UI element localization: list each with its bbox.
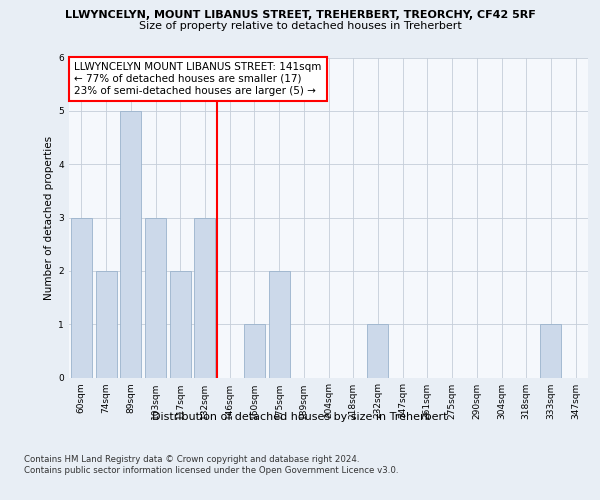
Bar bbox=[194, 218, 215, 378]
Text: Contains public sector information licensed under the Open Government Licence v3: Contains public sector information licen… bbox=[24, 466, 398, 475]
Bar bbox=[541, 324, 562, 378]
Bar bbox=[367, 324, 388, 378]
Bar bbox=[95, 271, 116, 378]
Bar bbox=[170, 271, 191, 378]
Y-axis label: Number of detached properties: Number of detached properties bbox=[44, 136, 54, 300]
Text: Distribution of detached houses by size in Treherbert: Distribution of detached houses by size … bbox=[152, 412, 448, 422]
Bar bbox=[120, 111, 141, 378]
Text: LLWYNCELYN MOUNT LIBANUS STREET: 141sqm
← 77% of detached houses are smaller (17: LLWYNCELYN MOUNT LIBANUS STREET: 141sqm … bbox=[74, 62, 322, 96]
Text: Size of property relative to detached houses in Treherbert: Size of property relative to detached ho… bbox=[139, 21, 461, 31]
Bar bbox=[145, 218, 166, 378]
Bar bbox=[71, 218, 92, 378]
Bar bbox=[244, 324, 265, 378]
Text: LLWYNCELYN, MOUNT LIBANUS STREET, TREHERBERT, TREORCHY, CF42 5RF: LLWYNCELYN, MOUNT LIBANUS STREET, TREHER… bbox=[65, 10, 535, 20]
Text: Contains HM Land Registry data © Crown copyright and database right 2024.: Contains HM Land Registry data © Crown c… bbox=[24, 455, 359, 464]
Bar bbox=[269, 271, 290, 378]
